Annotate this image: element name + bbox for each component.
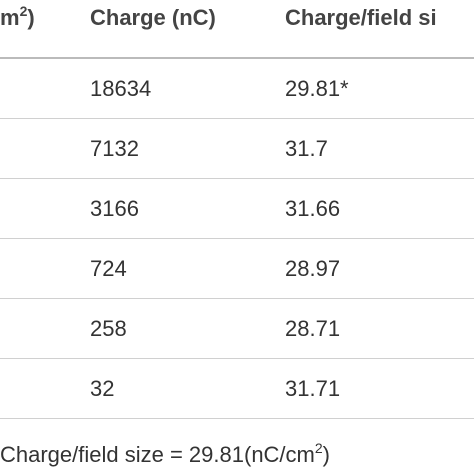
cell: 31.66 [285, 196, 341, 221]
header-cell: Charge/field si [285, 5, 437, 30]
cell: 31.7 [285, 136, 328, 161]
footer-sup: 2 [314, 440, 323, 456]
row-rule [0, 418, 474, 419]
footer-text: Charge/field size = 29.81(nC/cm [0, 442, 315, 467]
cell: 724 [90, 256, 127, 281]
cell: 258 [90, 316, 127, 341]
cell: 7132 [90, 136, 139, 161]
cell: 31.71 [285, 376, 341, 401]
header-sup: 2 [19, 3, 28, 19]
cell: 32 [90, 376, 115, 401]
row-rule [0, 118, 474, 119]
footer-text: ) [322, 442, 330, 467]
row-rule [0, 358, 474, 359]
header-cell: m2) [0, 3, 35, 31]
cell: 18634 [90, 76, 152, 101]
footer: Charge/field size = 29.81(nC/cm2) [0, 440, 330, 468]
header-cell: Charge (nC) [90, 5, 216, 30]
cell: 28.71 [285, 316, 341, 341]
cell: 29.81* [285, 76, 349, 101]
cell: 28.97 [285, 256, 341, 281]
row-rule [0, 238, 474, 239]
row-rule [0, 298, 474, 299]
row-rule [0, 178, 474, 179]
header-text: ) [27, 5, 35, 30]
cell: 3166 [90, 196, 139, 221]
header-rule [0, 57, 474, 59]
header-text: m [0, 5, 20, 30]
